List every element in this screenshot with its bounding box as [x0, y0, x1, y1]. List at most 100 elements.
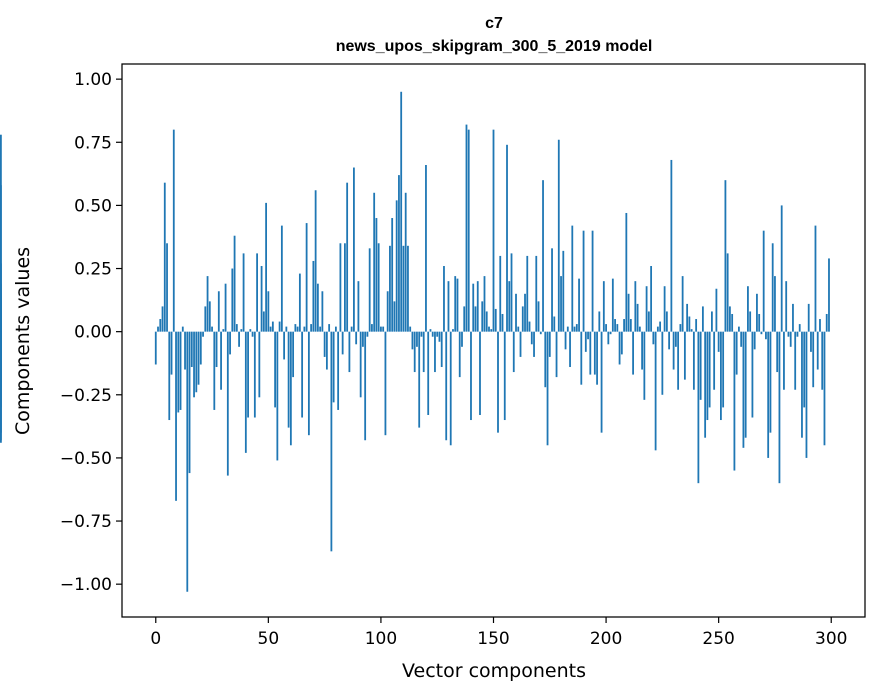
bar [812, 331, 815, 388]
bar [220, 331, 222, 390]
bar [801, 331, 803, 438]
bar [181, 326, 184, 332]
bar [303, 326, 306, 332]
bar [704, 331, 707, 438]
bar [708, 331, 711, 408]
bar [751, 331, 754, 418]
bar [314, 190, 317, 332]
bar [355, 331, 358, 345]
bar [783, 331, 785, 390]
bar [515, 293, 517, 332]
bar [738, 326, 740, 332]
bar [371, 324, 373, 332]
bar [418, 331, 421, 428]
bar [328, 324, 331, 332]
bar [443, 266, 445, 332]
bar [587, 331, 589, 340]
bar [197, 331, 200, 385]
bar [321, 291, 324, 332]
bar [296, 326, 299, 332]
bar [744, 331, 747, 438]
bar [454, 276, 457, 332]
chart-subtitle: news_upos_skipgram_300_5_2019 model [336, 38, 653, 55]
bar [222, 329, 225, 332]
bar [762, 230, 765, 332]
bar [575, 324, 578, 332]
bar [546, 331, 549, 446]
bar [249, 329, 252, 332]
bar [580, 331, 583, 385]
bar [508, 281, 511, 332]
bar [213, 331, 216, 410]
bar [533, 331, 535, 357]
bar [724, 180, 727, 332]
bar [353, 167, 355, 332]
bar [560, 276, 562, 332]
bar [807, 303, 810, 332]
x-axis-label: Vector components [402, 660, 586, 682]
bar [656, 326, 659, 332]
bar [312, 260, 315, 332]
bar [758, 313, 761, 332]
bar [789, 331, 792, 347]
bar [609, 331, 612, 335]
bar [557, 139, 560, 332]
bar [481, 301, 484, 332]
y-tick-label: −1.00 [60, 575, 112, 595]
bar [170, 331, 173, 375]
bar [497, 331, 499, 433]
bar [731, 313, 734, 332]
bar [231, 268, 234, 332]
bar [733, 331, 736, 471]
bar [283, 331, 286, 360]
bar [638, 326, 641, 332]
bar [629, 319, 632, 332]
bar [274, 331, 276, 408]
bar [377, 243, 380, 332]
bar [537, 301, 540, 332]
bar [521, 306, 524, 332]
bar [463, 306, 466, 332]
bar [553, 316, 556, 332]
bar [350, 326, 353, 332]
bar [641, 331, 643, 370]
bar [267, 291, 270, 332]
bar [726, 253, 729, 332]
bar [346, 182, 349, 332]
bar [652, 331, 655, 345]
bar [686, 303, 689, 332]
bar [251, 331, 254, 337]
bar [159, 319, 162, 332]
bar [325, 331, 328, 370]
x-tick-label: 0 [150, 629, 161, 649]
bar [193, 331, 195, 398]
bar [503, 331, 506, 421]
bar [402, 245, 405, 332]
y-tick-label: −0.25 [60, 386, 112, 406]
bar [668, 331, 671, 350]
bar [434, 331, 436, 373]
bar [717, 331, 720, 352]
bar [542, 180, 544, 332]
y-axis: −1.00 −0.75 −0.50 −0.25 0.00 0.25 0.50 0.75 1.00 [60, 70, 122, 595]
bar [814, 225, 817, 332]
bar [269, 326, 272, 332]
bar [683, 331, 686, 380]
bar [650, 266, 653, 332]
bar [431, 331, 434, 337]
bar [226, 331, 229, 476]
bar [456, 278, 459, 332]
bar [740, 331, 743, 347]
bar [780, 205, 783, 332]
bar [774, 276, 776, 332]
bar [307, 331, 310, 436]
bar [409, 326, 412, 332]
bar [663, 286, 666, 332]
bar [713, 331, 716, 390]
bar [276, 331, 279, 461]
bar [256, 253, 258, 332]
x-tick-label: 100 [365, 629, 397, 649]
bar [395, 200, 398, 332]
bar [803, 331, 806, 408]
